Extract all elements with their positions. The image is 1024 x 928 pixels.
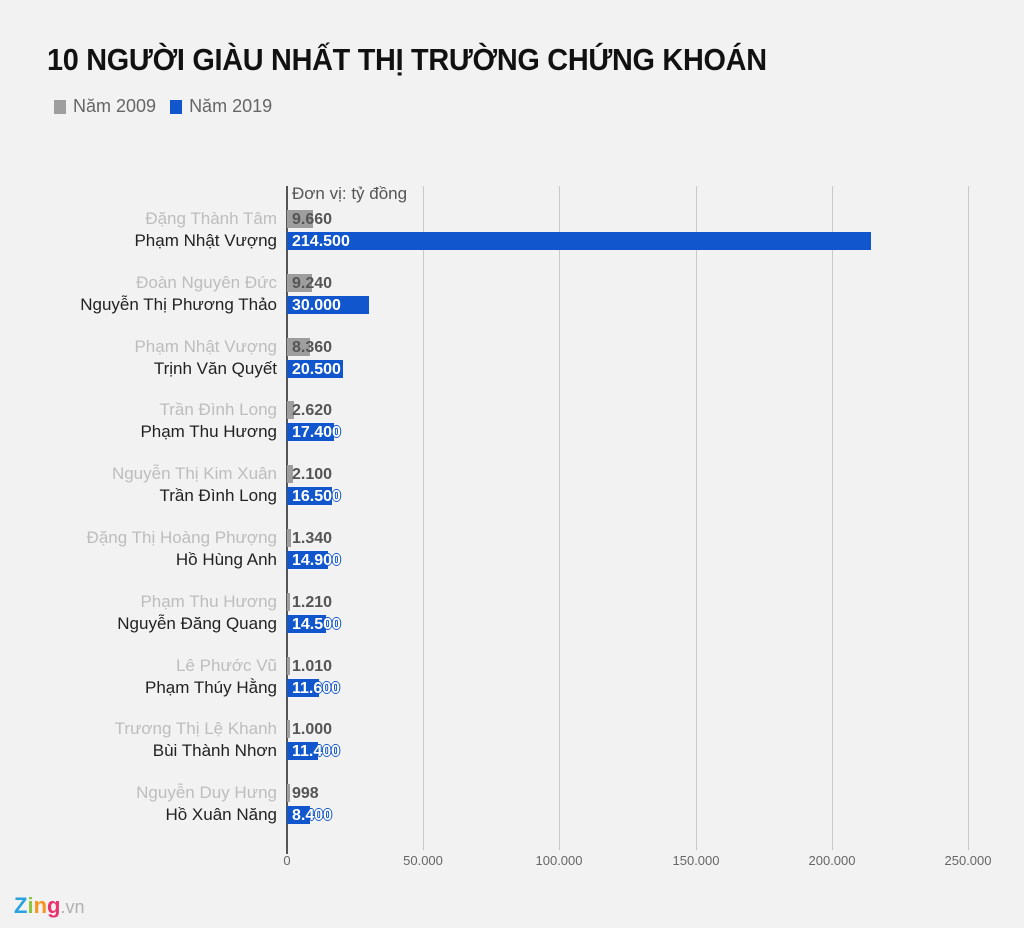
name-2019-label: Trịnh Văn Quyết: [153, 359, 277, 378]
bar-2019: [287, 232, 871, 250]
name-2019-label: Hồ Hùng Anh: [175, 550, 277, 569]
name-2009-label: Đoàn Nguyên Đức: [136, 273, 277, 292]
bar-2019: [287, 742, 318, 760]
value-2019-label: 14.500: [292, 616, 341, 633]
name-2019-label: Nguyễn Đăng Quang: [117, 614, 277, 633]
x-tick-label: 50.000: [403, 853, 443, 868]
value-2019-label: 16.500: [292, 488, 341, 505]
value-2009-label: 1.000: [292, 721, 333, 738]
gridline: [832, 186, 833, 850]
bar-2009: [287, 210, 313, 228]
x-tick-label: 100.000: [535, 853, 583, 868]
value-2009-label: 1.010: [292, 658, 333, 675]
value-2009-label: 998: [292, 785, 319, 802]
gridline: [423, 186, 424, 850]
legend-item-2009: Năm 2009: [54, 96, 156, 117]
name-2019-label: Phạm Thu Hương: [140, 422, 277, 441]
x-tick-label: 150.000: [672, 853, 720, 868]
name-2009-label: Phạm Nhật Vượng: [134, 337, 277, 356]
value-2019-label: 11.400: [292, 743, 341, 760]
bar-2009: [287, 593, 290, 611]
name-2019-label: Bùi Thành Nhơn: [152, 741, 277, 760]
bar-2019: [287, 679, 319, 697]
value-2019-label: 30.000: [292, 297, 341, 314]
name-2009-label: Đặng Thành Tâm: [145, 209, 277, 228]
name-2019-label: Hồ Xuân Năng: [165, 805, 277, 824]
legend-label: Năm 2009: [73, 96, 157, 116]
legend-label: Năm 2019: [189, 96, 273, 116]
x-axis-zero-line: [286, 186, 288, 854]
value-2009-label: 9.660: [292, 211, 333, 228]
value-2009-label: 1.340: [292, 530, 333, 547]
bar-2009: [287, 720, 290, 738]
bar-2009: [287, 529, 291, 547]
bar-2019: [287, 360, 343, 378]
value-2019-label: 11.600: [292, 680, 341, 697]
x-tick-label: 0: [283, 853, 291, 868]
bar-2009: [287, 784, 290, 802]
name-2009-label: Trương Thị Lệ Khanh: [114, 719, 277, 738]
legend-swatch-blue-icon: [170, 99, 183, 114]
name-2019-label: Trần Đình Long: [159, 486, 278, 505]
value-2009-label: 8.360: [292, 339, 333, 356]
value-2009-label: 2.620: [292, 402, 333, 419]
x-tick-label: 250.000: [944, 853, 992, 868]
bar-2019: [287, 615, 326, 633]
value-2009-label: 1.210: [292, 594, 333, 611]
chart-title: 10 NGƯỜI GIÀU NHẤT THỊ TRƯỜNG CHỨNG KHOÁ…: [47, 42, 767, 77]
bar-2009: [287, 657, 290, 675]
value-2019-label: 8.400: [292, 807, 333, 824]
name-2009-label: Phạm Thu Hương: [140, 592, 277, 611]
bar-2019: [287, 296, 369, 314]
name-2019-label: Phạm Thúy Hằng: [145, 678, 277, 697]
legend-item-2019: Năm 2019: [170, 96, 272, 117]
name-2009-label: Lê Phước Vũ: [176, 656, 277, 675]
value-2019-label: 17.400: [292, 424, 341, 441]
value-2019-label: 14.900: [292, 552, 341, 569]
gridline: [696, 186, 697, 850]
name-2019-label: Phạm Nhật Vượng: [134, 231, 277, 250]
value-2019-label: 214.500: [292, 233, 350, 250]
gridline: [559, 186, 560, 850]
gridline: [968, 186, 969, 850]
bar-2019: [287, 487, 332, 505]
name-2009-label: Trần Đình Long: [159, 400, 278, 419]
legend-swatch-gray-icon: [54, 99, 66, 114]
bar-2009: [287, 465, 293, 483]
bar-2009: [287, 401, 294, 419]
bar-2009: [287, 274, 312, 292]
name-2009-label: Nguyễn Thị Kim Xuân: [111, 464, 277, 483]
value-2009-label: 9.240: [292, 275, 333, 292]
bar-2019: [287, 551, 328, 569]
value-2009-label: 2.100: [292, 466, 333, 483]
bar-2009: [287, 338, 310, 356]
name-2009-label: Nguyễn Duy Hưng: [136, 783, 277, 802]
unit-label: Đơn vị: tỷ đồng: [292, 184, 408, 203]
bar-2019: [287, 806, 310, 824]
x-tick-label: 200.000: [808, 853, 856, 868]
name-2019-label: Nguyễn Thị Phương Thảo: [80, 295, 277, 314]
chart-legend: Năm 2009 Năm 2019: [54, 96, 272, 117]
name-2009-label: Đặng Thị Hoàng Phượng: [86, 528, 277, 547]
bar-2019: [287, 423, 334, 441]
value-2019-label: 20.500: [292, 361, 341, 378]
